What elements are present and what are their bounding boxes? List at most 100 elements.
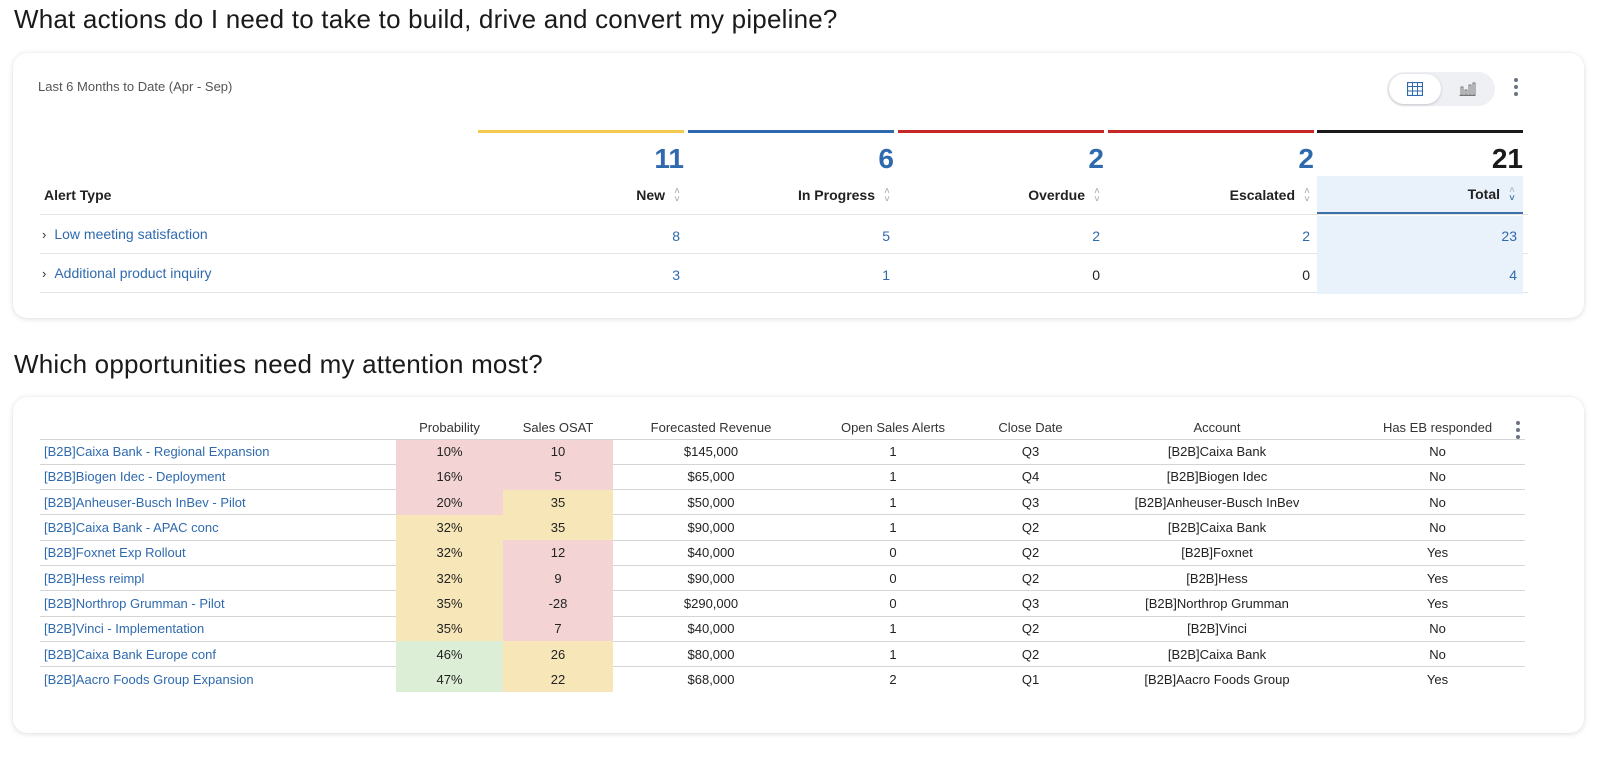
sales-osat-cell: 22 [503, 666, 613, 692]
column-header-account[interactable]: Account [1084, 416, 1350, 440]
alert-count-cell[interactable]: 8 [672, 227, 680, 244]
alert-count-cell[interactable]: 4 [1317, 255, 1523, 294]
opportunity-name[interactable]: [B2B]Foxnet Exp Rollout [40, 540, 396, 566]
close-date-cell: Q2 [977, 641, 1084, 668]
table-view-button[interactable] [1389, 74, 1441, 104]
close-date-cell: Q3 [977, 489, 1084, 516]
opportunity-name[interactable]: [B2B]Caixa Bank Europe conf [40, 641, 396, 668]
column-header-new[interactable]: New ˄ ˅ [478, 176, 684, 214]
revenue-cell: $145,000 [613, 439, 809, 465]
table-row: [B2B]Hess reimpl 32% 9 $90,000 0 Q2 [B2B]Hess Y… [40, 565, 1525, 592]
sort-icon[interactable]: ˄ ˅ [1304, 186, 1310, 204]
period-label: Last 6 Months to Date (Apr - Sep) [38, 79, 233, 94]
probability-cell: 46% [396, 641, 503, 667]
opportunity-name[interactable]: [B2B]Hess reimpl [40, 565, 396, 592]
open-alerts-cell: 0 [809, 540, 977, 566]
opportunity-name[interactable]: [B2B]Vinci - Implementation [40, 616, 396, 642]
close-date-cell: Q1 [1021, 672, 1040, 688]
alert-count-cell[interactable]: 23 [1317, 216, 1523, 255]
opportunity-name[interactable]: [B2B]Northrop Grumman - Pilot [40, 590, 396, 617]
table-row: [B2B]Northrop Grumman - Pilot 35% -28 $290,… [40, 590, 1525, 617]
stat-total: 6 [878, 143, 894, 174]
table-row: [B2B]Foxnet Exp Rollout 32% 12 $40,000 0 Q2 [B… [40, 540, 1525, 566]
alert-type-header: Alert Type [44, 187, 112, 203]
opportunity-name[interactable]: [B2B]Anheuser-Busch InBev - Pilot [40, 489, 396, 516]
revenue-cell: $80,000 [613, 641, 809, 668]
stat-total: 2 [1298, 143, 1314, 174]
alert-count-cell[interactable]: 5 [882, 227, 890, 244]
account-cell: [B2B]Northrop Grumman [1084, 590, 1350, 617]
alert-row-low-meeting-satisfaction[interactable]: › Low meeting satisfaction [40, 215, 208, 253]
sales-osat-cell: 26 [503, 641, 613, 667]
chevron-right-icon[interactable]: › [42, 226, 47, 242]
probability-cell: 35% [396, 590, 503, 617]
more-options-icon[interactable] [1511, 78, 1521, 96]
revenue-cell: $68,000 [687, 672, 735, 688]
open-alerts-cell: 1 [809, 489, 977, 516]
opportunity-name[interactable]: [B2B]Caixa Bank - APAC conc [40, 514, 396, 541]
account-cell: [B2B]Anheuser-Busch InBev [1084, 489, 1350, 516]
eb-responded-cell: No [1350, 641, 1525, 668]
chart-view-button[interactable] [1441, 74, 1493, 104]
column-header-has-eb-responded[interactable]: Has EB responded [1350, 416, 1525, 440]
opportunity-name[interactable]: [B2B]Biogen Idec - Deployment [40, 464, 396, 491]
opportunities-section-title: Which opportunities need my attention mo… [14, 349, 543, 379]
sales-osat-cell: -28 [503, 590, 613, 617]
sales-osat-cell: 12 [503, 540, 613, 566]
account-cell: [B2B]Foxnet [1084, 540, 1350, 566]
row-divider [40, 292, 1528, 293]
eb-responded-cell: Yes [1350, 565, 1525, 592]
alert-row-label: Additional product inquiry [54, 265, 212, 281]
stat-total: 11 [654, 143, 684, 174]
sales-osat-cell: 7 [503, 616, 613, 642]
opportunity-name[interactable]: [B2B]Caixa Bank - Regional Expansion [40, 439, 396, 465]
alert-count-cell[interactable]: 2 [1302, 227, 1310, 244]
column-header-sales-osat[interactable]: Sales OSAT [503, 416, 613, 440]
sort-icon[interactable]: ˄ ˅ [674, 186, 680, 204]
probability-cell: 35% [396, 616, 503, 642]
revenue-cell: $90,000 [613, 565, 809, 592]
account-cell: [B2B]Aacro Foods Group [1144, 672, 1290, 688]
alert-count-cell[interactable]: 1 [882, 266, 890, 283]
chevron-right-icon[interactable]: › [42, 265, 47, 281]
close-date-cell: Q2 [977, 540, 1084, 566]
column-header-open-sales-alerts[interactable]: Open Sales Alerts [809, 416, 977, 440]
probability-cell: 16% [396, 464, 503, 490]
sort-icon[interactable]: ˄ ˅ [1509, 185, 1515, 203]
column-header-overdue[interactable]: Overdue ˄ ˅ [898, 176, 1104, 214]
column-header-total[interactable]: Total ˄ ˅ [1317, 176, 1523, 214]
column-header-close-date[interactable]: Close Date [977, 416, 1084, 440]
account-cell: [B2B]Vinci [1084, 616, 1350, 642]
open-alerts-cell: 1 [809, 616, 977, 642]
stat-column-overdue: 2 Overdue ˄ ˅ 2 0 [898, 130, 1104, 292]
revenue-cell: $290,000 [613, 590, 809, 617]
sales-osat-cell: 9 [503, 565, 613, 591]
table-row: [B2B]Anheuser-Busch InBev - Pilot 20% 35 $5… [40, 489, 1525, 516]
stat-bar [1317, 130, 1523, 133]
opportunity-name[interactable]: [B2B]Aacro Foods Group Expansion [44, 672, 254, 688]
eb-responded-cell: No [1350, 514, 1525, 541]
alert-count-cell[interactable]: 3 [672, 266, 680, 283]
opportunities-table: Probability Sales OSAT Forecasted Revenue O… [40, 416, 1525, 692]
sort-icon[interactable]: ˄ ˅ [1094, 186, 1100, 204]
column-header-probability[interactable]: Probability [396, 416, 503, 440]
column-header-label: New [636, 187, 665, 203]
alert-count-cell[interactable]: 2 [1092, 227, 1100, 244]
eb-responded-cell: Yes [1350, 540, 1525, 566]
account-cell: [B2B]Caixa Bank [1084, 641, 1350, 668]
alert-count-cell: 0 [1092, 266, 1100, 283]
open-alerts-cell: 0 [809, 590, 977, 617]
sort-icon[interactable]: ˄ ˅ [884, 186, 890, 204]
stat-column-total: 21 Total ˄ ˅ 23 4 [1317, 130, 1523, 294]
probability-cell: 20% [396, 489, 503, 515]
column-header-escalated[interactable]: Escalated ˄ ˅ [1108, 176, 1314, 214]
column-header-label: Overdue [1028, 187, 1085, 203]
alert-row-label: Low meeting satisfaction [54, 226, 208, 242]
stat-column-new: 11 New ˄ ˅ 8 3 [478, 130, 684, 292]
probability-cell: 10% [396, 439, 503, 465]
close-date-cell: Q3 [977, 439, 1084, 465]
column-header-forecasted-revenue[interactable]: Forecasted Revenue [613, 416, 809, 440]
column-header-opportunity[interactable] [40, 416, 396, 440]
alert-row-additional-product-inquiry[interactable]: › Additional product inquiry [40, 254, 212, 292]
column-header-in-progress[interactable]: In Progress ˄ ˅ [688, 176, 894, 214]
